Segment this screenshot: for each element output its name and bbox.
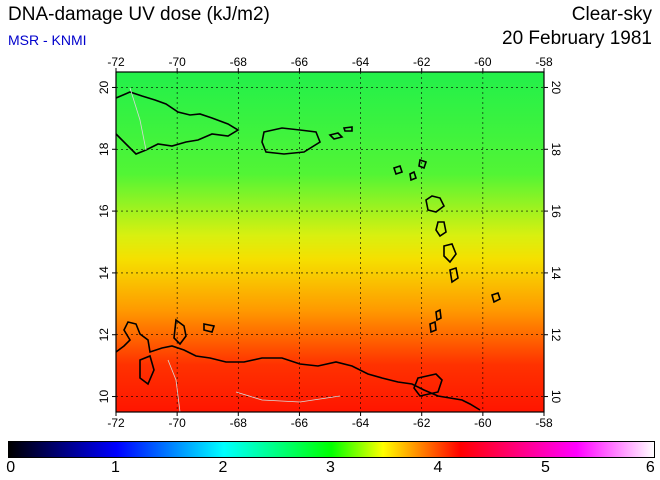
- map-title: DNA-damage UV dose (kJ/m2): [8, 4, 270, 25]
- st-lucia-coast: [449, 266, 459, 284]
- lat-label-left: 12: [97, 328, 111, 342]
- graticule: [116, 72, 544, 412]
- lon-label-top: -72: [107, 55, 125, 69]
- lon-label-bottom: -62: [413, 416, 431, 430]
- colorbar-tick-label: 2: [218, 459, 228, 476]
- colorbar-tick-label: 1: [111, 459, 120, 476]
- lon-label-top: -62: [413, 55, 431, 69]
- south-america-coast: [116, 321, 481, 411]
- lon-label-top: -64: [352, 55, 370, 69]
- lat-label-left: 18: [97, 142, 111, 156]
- lon-label-bottom: -70: [168, 416, 186, 430]
- aruba-curacao: [173, 318, 216, 346]
- trinidad-coast: [413, 373, 443, 397]
- lon-label-bottom: -60: [474, 416, 492, 430]
- lon-label-bottom: -66: [291, 416, 309, 430]
- country-border: [167, 359, 181, 412]
- colorbar-tick-label: 5: [541, 459, 550, 476]
- sky-condition-label: Clear-sky: [571, 4, 652, 25]
- colorbar-tick-label: 6: [645, 459, 655, 476]
- lat-label-left: 16: [97, 204, 111, 218]
- lon-label-bottom: -64: [352, 416, 370, 430]
- lon-label-top: -68: [230, 55, 248, 69]
- lat-label-right: 20: [549, 81, 563, 95]
- borders: [129, 87, 341, 412]
- lat-label-right: 14: [549, 266, 563, 280]
- hispaniola-coast: [116, 91, 240, 155]
- coastlines: [116, 91, 501, 411]
- axis-labels: -72 -72 -70 -70 -68 -68 -66 -66 -64 -64 -62 -62 -60 -…: [97, 55, 563, 430]
- lon-label-bottom: -58: [535, 416, 553, 430]
- colorbar: [8, 441, 655, 458]
- map-frame: [115, 71, 545, 413]
- lon-label-top: -60: [474, 55, 492, 69]
- date-label: 20 February 1981: [502, 28, 652, 49]
- grenadines: [429, 308, 442, 334]
- colorbar-labels: 0 1 2 3 4 5 6: [6, 459, 655, 479]
- lon-label-top: -70: [168, 55, 186, 69]
- lat-label-left: 20: [97, 80, 111, 94]
- lat-label-right: 12: [549, 328, 563, 342]
- martinique-coast: [443, 243, 457, 264]
- lesser-antilles-north: [392, 158, 428, 182]
- country-border: [129, 87, 147, 151]
- lon-label-bottom: -68: [230, 416, 248, 430]
- barbados-coast: [491, 291, 501, 304]
- lat-label-right: 16: [549, 204, 563, 218]
- colorbar-tick-label: 0: [6, 459, 16, 476]
- axis-ticks: [112, 68, 548, 416]
- lake-maracaibo: [139, 354, 155, 386]
- lat-label-left: 14: [97, 266, 111, 280]
- dominica-coast: [435, 221, 447, 238]
- colorbar-tick-label: 3: [326, 459, 335, 476]
- lon-label-top: -58: [535, 55, 553, 69]
- uv-dose-map: -72 -72 -70 -70 -68 -68 -66 -66 -64 -64 -62 -62 -60 -…: [97, 55, 563, 430]
- lat-label-right: 18: [549, 143, 563, 157]
- puerto-rico-coast: [261, 127, 321, 155]
- lat-label-right: 10: [549, 390, 563, 404]
- dose-field: [116, 72, 544, 412]
- lat-label-left: 10: [97, 390, 111, 404]
- virgin-islands: [328, 126, 353, 140]
- lon-label-bottom: -72: [107, 416, 125, 430]
- source-label: MSR - KNMI: [8, 32, 87, 48]
- colorbar-tick-label: 4: [433, 459, 443, 476]
- country-border: [235, 391, 341, 403]
- guadeloupe-coast: [425, 195, 446, 213]
- lon-label-top: -66: [291, 55, 309, 69]
